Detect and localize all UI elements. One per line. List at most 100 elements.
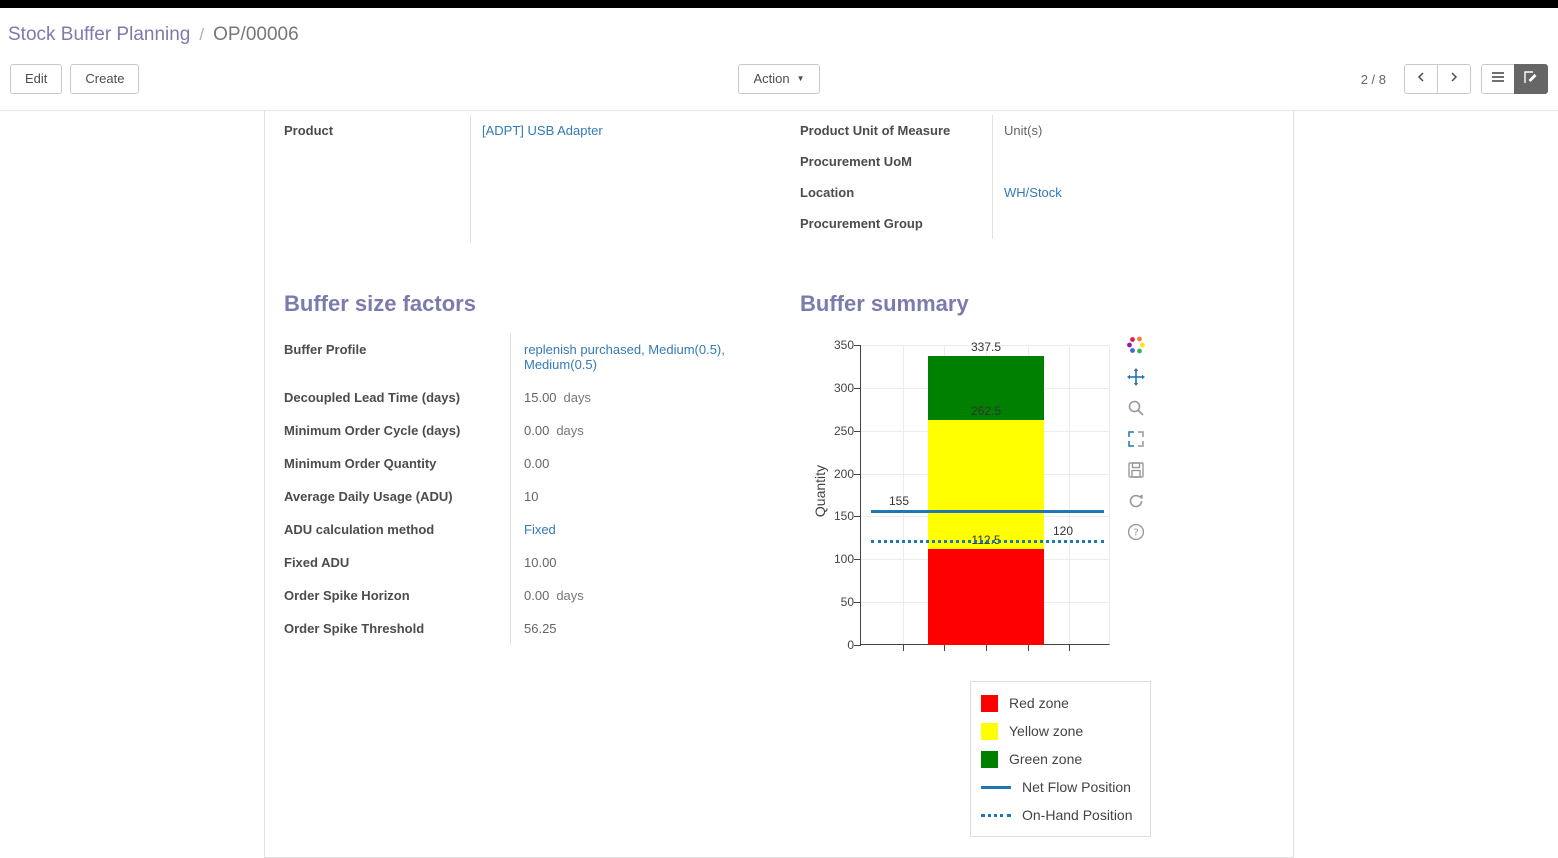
field-text: 0.00 xyxy=(524,588,550,603)
legend-item[interactable]: Red zone xyxy=(981,689,1140,717)
y-tick-label: 0 xyxy=(847,638,854,652)
y-tick xyxy=(854,430,861,432)
field-row: Average Daily Usage (ADU) 10 xyxy=(284,480,758,513)
field-row: Location WH/Stock xyxy=(800,177,1274,208)
legend-swatch-green-zone xyxy=(981,750,998,768)
create-button[interactable]: Create xyxy=(70,64,140,94)
help-icon[interactable]: ? xyxy=(1127,523,1145,541)
legend-swatch-yellow-zone xyxy=(981,722,998,740)
legend-item[interactable]: Yellow zone xyxy=(981,717,1140,745)
autoscale-icon[interactable] xyxy=(1127,430,1145,448)
reset-axes-icon[interactable] xyxy=(1127,492,1145,510)
field-label: Minimum Order Cycle (days) xyxy=(284,423,461,438)
field-value: 15.00 days xyxy=(510,381,758,414)
x-tick xyxy=(902,644,904,651)
field-text: 10 xyxy=(524,489,539,504)
y-tick-label: 250 xyxy=(833,423,854,438)
y-tick xyxy=(854,602,861,604)
control-panel: Edit Create Action ▼ 2 / 8 xyxy=(0,56,1558,111)
field-row: Procurement UoM xyxy=(800,146,1274,177)
field-value: 10.00 xyxy=(510,546,758,579)
field-text: 15.00 xyxy=(524,390,557,405)
y-tick-label: 100 xyxy=(833,552,854,567)
field-row: Order Spike Horizon 0.00 days xyxy=(284,579,758,612)
field-row: Decoupled Lead Time (days) 15.00 days xyxy=(284,381,758,414)
field-unit: days xyxy=(556,423,584,438)
field-value: 10 xyxy=(510,480,758,513)
legend-swatch-net-flow-position xyxy=(981,785,1011,789)
section-title: Buffer size factors xyxy=(284,291,476,316)
y-axis-title: Quantity xyxy=(812,464,828,518)
field-row: Minimum Order Cycle (days) 0.00 days xyxy=(284,414,758,447)
chart-legend: Red zone Yellow zone Green zone Net Flow Po… xyxy=(970,681,1151,837)
zone-green-zone xyxy=(928,355,1044,420)
action-label: Action xyxy=(753,71,790,87)
y-tick-label: 150 xyxy=(833,509,854,524)
field-value: [ADPT] USB Adapter xyxy=(470,115,758,243)
breadcrumb-parent-link[interactable]: Stock Buffer Planning xyxy=(8,24,191,45)
procurement-group: Product Unit of Measure Unit(s) Procurem… xyxy=(800,115,1274,243)
breadcrumb-separator: / xyxy=(199,25,205,44)
field-value: 0.00 xyxy=(510,447,758,480)
legend-item[interactable]: Green zone xyxy=(981,745,1140,773)
product-link[interactable]: [ADPT] USB Adapter xyxy=(482,123,603,138)
chart-plot[interactable]: 112.5 262.5 337.5 155 120 xyxy=(854,340,1110,651)
action-dropdown[interactable]: Action ▼ xyxy=(738,64,820,94)
zone-boundary-label: 262.5 xyxy=(970,404,1002,418)
field-label: Average Daily Usage (ADU) xyxy=(284,489,453,504)
breadcrumb-current: OP/00006 xyxy=(213,24,299,45)
chevron-left-icon xyxy=(1415,71,1427,87)
legend-label: Red zone xyxy=(1009,695,1069,711)
field-text: 0.00 xyxy=(524,456,550,471)
edit-button[interactable]: Edit xyxy=(10,64,63,94)
field-value: WH/Stock xyxy=(992,177,1274,208)
field-label: Order Spike Threshold xyxy=(284,621,425,636)
field-unit: days xyxy=(556,588,584,603)
field-value: Unit(s) xyxy=(992,115,1274,146)
field-row: ADU calculation method Fixed xyxy=(284,513,758,546)
form-sheet: Product [ADPT] USB Adapter Product Unit … xyxy=(264,111,1294,858)
list-view-button[interactable] xyxy=(1481,64,1515,94)
y-tick-label: 350 xyxy=(833,338,854,352)
pager-buttons xyxy=(1404,64,1471,94)
legend-swatch-red-zone xyxy=(981,694,998,712)
x-tick xyxy=(986,644,987,651)
zoom-icon[interactable] xyxy=(1127,399,1145,417)
field-row: Buffer Profile replenish purchased, Medi… xyxy=(284,333,758,381)
caret-down-icon: ▼ xyxy=(796,74,805,84)
field-value xyxy=(992,208,1274,239)
zone-boundary-label: 337.5 xyxy=(970,339,1002,354)
plotly-logo-icon[interactable] xyxy=(1126,335,1146,355)
field-value: 56.25 xyxy=(510,612,758,645)
buffer-profile-link[interactable]: replenish purchased, Medium(0.5), Medium… xyxy=(524,342,725,372)
y-tick xyxy=(854,516,861,518)
save-icon[interactable] xyxy=(1127,461,1145,479)
view-switcher xyxy=(1481,64,1548,94)
chevron-right-icon xyxy=(1448,71,1460,87)
gridline xyxy=(1069,345,1071,644)
field-row: Procurement Group xyxy=(800,208,1274,239)
legend-item[interactable]: Net Flow Position xyxy=(981,773,1140,801)
field-label: Fixed ADU xyxy=(284,555,350,570)
gridline xyxy=(861,345,1109,346)
legend-swatch-on-hand-position xyxy=(981,813,1011,817)
field-value: replenish purchased, Medium(0.5), Medium… xyxy=(510,333,758,381)
top-menu-bar xyxy=(0,0,1558,8)
pan-icon[interactable] xyxy=(1127,368,1145,386)
y-tick-label: 200 xyxy=(833,466,854,481)
field-unit: days xyxy=(563,390,592,405)
legend-item[interactable]: On-Hand Position xyxy=(981,801,1140,829)
pager-previous-button[interactable] xyxy=(1404,64,1438,94)
adu-method-link[interactable]: Fixed xyxy=(524,522,556,537)
field-value: 0.00 days xyxy=(510,579,758,612)
field-row: Order Spike Threshold 56.25 xyxy=(284,612,758,645)
chart-modebar: ? xyxy=(1126,335,1146,541)
form-view-button[interactable] xyxy=(1514,64,1548,94)
buffer-chart: Quantity 112.5 262.5 337.5 155 120 xyxy=(800,333,1274,675)
x-tick xyxy=(1027,644,1029,651)
form-view-icon xyxy=(1524,71,1538,88)
field-label: Location xyxy=(800,185,855,200)
pager-next-button[interactable] xyxy=(1437,64,1471,94)
location-link[interactable]: WH/Stock xyxy=(1004,185,1062,200)
legend-label: Yellow zone xyxy=(1009,723,1084,739)
